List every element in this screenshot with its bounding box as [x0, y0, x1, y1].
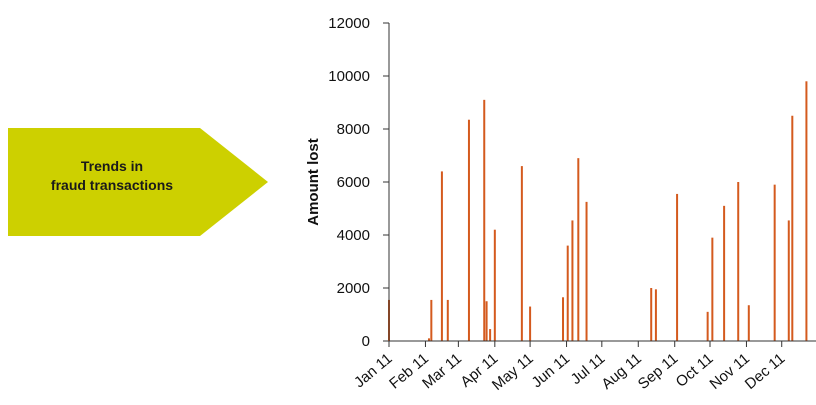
bar [676, 193, 679, 341]
y-tick-label: 8000 [337, 121, 370, 138]
bar [446, 299, 449, 341]
bar [483, 99, 486, 341]
bar [571, 220, 574, 341]
bar [529, 306, 532, 341]
y-axis-ticks: 0 2000 4000 6000 8000 10000 12000 [328, 15, 389, 350]
bar [706, 311, 709, 341]
bar [791, 115, 794, 341]
bar [585, 201, 588, 341]
callout-banner: Trends in fraud transactions [8, 128, 268, 236]
y-tick-label: 10000 [328, 68, 370, 85]
bar [562, 297, 565, 341]
bar [711, 237, 714, 341]
y-tick-label: 2000 [337, 280, 370, 297]
y-tick-label: 4000 [337, 227, 370, 244]
x-tick-label: Aug 11 [598, 350, 645, 393]
callout-arrow-shape [8, 128, 268, 236]
bar [520, 166, 523, 341]
y-tick-label: 0 [362, 333, 370, 350]
bar-series [388, 81, 808, 342]
x-tick-label: Sep 11 [635, 350, 682, 393]
bar [467, 119, 470, 341]
bar [430, 299, 433, 341]
bar [440, 171, 443, 341]
callout-text: Trends in fraud transactions [50, 158, 174, 193]
bar [654, 289, 657, 341]
bar [805, 81, 808, 342]
bar [723, 205, 726, 341]
y-axis-label: Amount lost [305, 138, 322, 226]
bar [427, 338, 430, 341]
bar [577, 158, 580, 341]
bar [566, 245, 569, 341]
bar [773, 184, 776, 341]
y-tick-label: 6000 [337, 174, 370, 191]
x-tick-label: Jan 11 [351, 350, 396, 391]
y-tick-label: 12000 [328, 15, 370, 32]
bar [489, 329, 492, 341]
bar [747, 305, 750, 341]
x-tick-label: Jun 11 [529, 350, 574, 391]
bar [650, 288, 653, 341]
x-tick-label: May 11 [489, 350, 537, 394]
bar [493, 229, 496, 341]
bar [737, 182, 740, 341]
bar [485, 301, 488, 341]
x-tick-label: Dec 11 [742, 350, 788, 393]
bar [787, 220, 790, 341]
